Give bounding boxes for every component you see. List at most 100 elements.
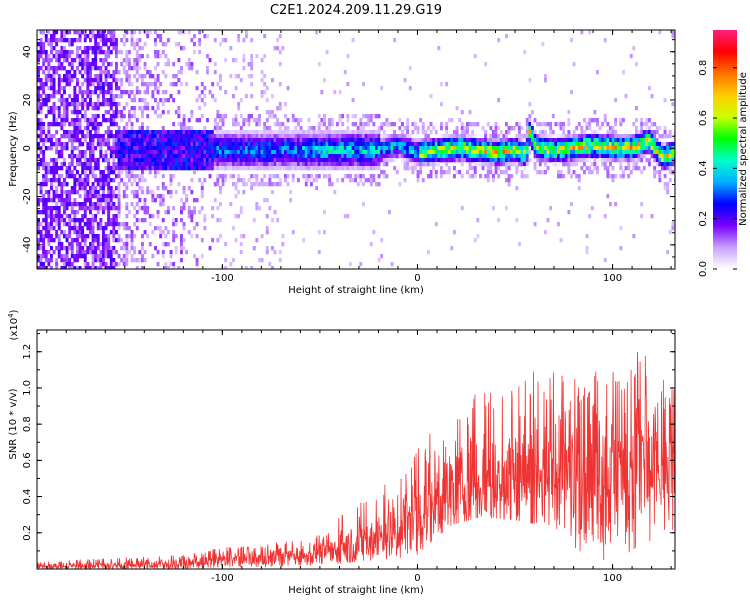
spectrogram-cell xyxy=(70,118,74,123)
spectrogram-cell xyxy=(580,146,584,151)
spectrogram-cell xyxy=(91,90,95,95)
spectrogram-cell xyxy=(343,154,347,159)
spectrogram-cell xyxy=(68,262,72,267)
spectrogram-cell xyxy=(112,190,116,195)
spectrogram-cell xyxy=(442,150,446,155)
spectrogram-cell xyxy=(328,174,332,179)
spectrogram-cell xyxy=(341,134,345,139)
spectrogram-cell xyxy=(125,242,129,247)
spectrogram-cell xyxy=(86,166,90,171)
spectrogram-cell xyxy=(382,154,386,159)
chart-title: C2E1.2024.209.11.29.G19 xyxy=(270,3,442,18)
spectrogram-cell xyxy=(195,86,199,91)
spectrogram-cell xyxy=(133,134,137,139)
spectrogram-cell xyxy=(159,138,163,143)
spectrogram-cell xyxy=(562,146,566,151)
spectrogram-cell xyxy=(161,218,165,223)
spectrogram-cell xyxy=(125,262,129,267)
spectrogram-cell xyxy=(91,230,95,235)
spectrogram-cell xyxy=(94,106,98,111)
spectrogram-cell xyxy=(658,150,662,155)
spectrogram-cell xyxy=(42,234,46,239)
spectrogram-cell xyxy=(138,90,142,95)
spectrogram-cell xyxy=(115,206,118,211)
spectrogram-cell xyxy=(42,242,46,247)
spectrogram-cell xyxy=(385,162,389,167)
spectrogram-cell xyxy=(37,222,40,227)
spectrogram-cell xyxy=(640,202,644,207)
spectrogram-cell xyxy=(650,150,654,155)
y-tick-label: 0.4 xyxy=(22,489,33,505)
spectrogram-cell xyxy=(333,154,337,159)
spectrogram-cell xyxy=(237,190,241,195)
spectrogram-cell xyxy=(174,162,178,167)
spectrogram-cell xyxy=(193,158,196,163)
spectrogram-cell xyxy=(112,178,116,183)
spectrogram-cell xyxy=(161,202,165,207)
spectrogram-cell xyxy=(206,70,209,75)
spectrogram-cell xyxy=(63,210,66,215)
spectrogram-cell xyxy=(99,78,103,83)
spectrogram-cell xyxy=(255,174,259,179)
spectrogram-cell xyxy=(325,146,329,151)
spectrogram-cell xyxy=(320,150,324,155)
spectrogram-cell xyxy=(107,86,111,91)
spectrogram-cell xyxy=(177,42,181,47)
spectrogram-cell xyxy=(640,134,644,139)
colorbar: 0.00.20.40.60.8 Normalized spectral ampl… xyxy=(698,30,749,277)
spectrogram-cell xyxy=(351,178,355,183)
spectrogram-cell xyxy=(291,162,295,167)
spectrogram-cell xyxy=(50,226,53,231)
spectrogram-cell xyxy=(258,142,261,147)
spectrogram-cell xyxy=(52,142,56,147)
spectrogram-cell xyxy=(572,162,576,167)
spectrogram-cell xyxy=(50,46,53,51)
spectrogram-cell xyxy=(284,154,287,159)
spectrogram-cell xyxy=(143,198,147,203)
spectrogram-cell xyxy=(47,138,51,143)
spectrogram-cell xyxy=(57,78,61,83)
spectrogram-cell xyxy=(557,170,560,175)
spectrogram-cell xyxy=(83,158,87,163)
spectrogram-cell xyxy=(125,50,129,55)
spectrogram-cell xyxy=(341,122,345,127)
spectrogram-cell xyxy=(156,62,160,67)
spectrogram-cell xyxy=(76,66,79,71)
spectrogram-cell xyxy=(403,142,407,147)
spectrogram-cell xyxy=(671,162,675,167)
spectrogram-cell xyxy=(172,174,176,179)
spectrogram-cell xyxy=(338,162,342,167)
spectrogram-cell xyxy=(442,158,446,163)
spectrogram-cell xyxy=(429,142,433,147)
spectrogram-cell xyxy=(237,166,241,171)
spectrogram-cell xyxy=(312,150,316,155)
spectrogram-cell xyxy=(271,150,274,155)
spectrogram-cell xyxy=(47,130,51,135)
spectrogram-cell xyxy=(102,62,105,67)
spectrogram-cell xyxy=(273,162,277,167)
spectrogram-cell xyxy=(484,142,488,147)
spectrogram-cell xyxy=(245,142,248,147)
spectrogram-cell xyxy=(195,262,199,267)
spectrogram-cell xyxy=(99,266,103,269)
spectrogram-cell xyxy=(83,70,87,75)
spectrogram-cell xyxy=(416,126,420,131)
spectrogram-cell xyxy=(169,146,173,151)
spectrogram-cell xyxy=(232,58,235,63)
spectrogram-cell xyxy=(213,98,217,103)
spectrogram-cell xyxy=(112,166,116,171)
spectrogram-cell xyxy=(198,178,202,183)
spectrogram-cell xyxy=(200,154,204,159)
spectrogram-cell xyxy=(81,230,85,235)
spectrogram-cell xyxy=(486,122,490,127)
spectrogram-cell xyxy=(86,266,90,269)
spectrogram-cell xyxy=(497,146,501,151)
spectrogram-cell xyxy=(156,170,160,175)
spectrogram-cell xyxy=(596,134,599,139)
spectrogram-cell xyxy=(180,206,183,211)
spectrogram-cell xyxy=(76,146,79,151)
spectrogram-cell xyxy=(146,70,150,75)
spectrogram-cell xyxy=(372,178,376,183)
spectrogram-cell xyxy=(619,146,623,151)
spectrogram-cell xyxy=(55,162,59,167)
